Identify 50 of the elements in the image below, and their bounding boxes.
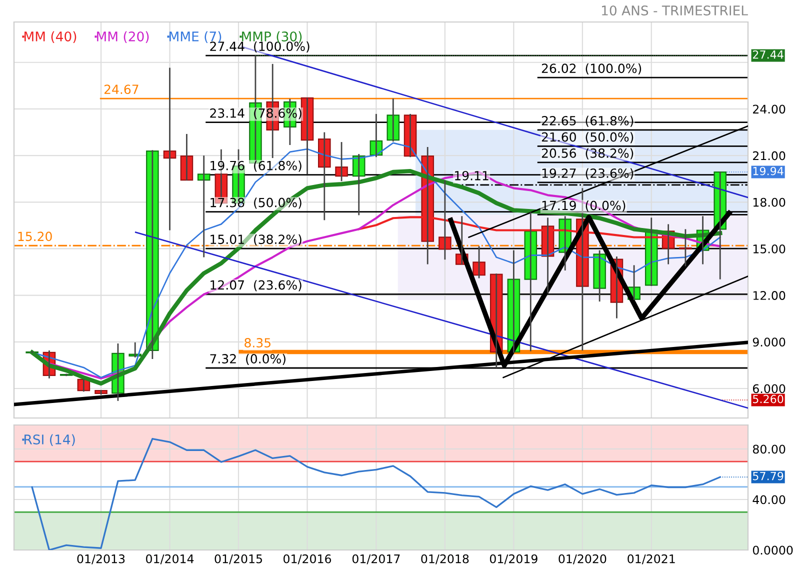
legend-label: MM (20) <box>97 31 149 43</box>
y-tick-label: 6.000 <box>752 384 786 394</box>
ref-line-label: 19.76 (61.8%) <box>210 160 302 172</box>
annotation: 19.94 <box>753 166 784 176</box>
ref-line-label: 23.14 (78.6%) <box>210 108 302 120</box>
x-tick-label: 01/2019 <box>490 554 538 564</box>
legend-label: MME (7) <box>170 31 222 43</box>
ref-line-label: 27.44 (100.0%) <box>210 41 310 53</box>
y-tick-label: 15.00 <box>753 244 786 254</box>
ref-line-label: 8.35 <box>244 338 270 348</box>
candlestick <box>472 246 486 279</box>
ref-line-label: 26.02 (100.0%) <box>542 63 642 75</box>
ref-line-label: 24.67 <box>104 84 138 94</box>
annotation: 5.260 <box>753 394 784 404</box>
x-tick-label: 01/2020 <box>558 554 606 564</box>
candlestick <box>679 228 692 267</box>
ref-line-label: 15.20 <box>18 232 52 242</box>
candlestick <box>197 154 210 258</box>
ref-line-label: 20.56 (38.2%) <box>542 148 634 160</box>
x-tick-label: 01/2021 <box>628 554 675 564</box>
y-tick-label: 18.00 <box>753 198 786 207</box>
x-tick-label: 01/2015 <box>214 554 262 564</box>
ref-line-label: 12.07 (23.6%) <box>210 280 302 292</box>
legend-label: RSI (14) <box>24 434 75 446</box>
y-tick-label: 9.000 <box>752 338 786 347</box>
y-tick-label: 21.00 <box>753 151 786 160</box>
x-tick-label: 01/2018 <box>421 554 469 564</box>
y-tick-label: 12.00 <box>753 291 786 300</box>
x-tick-label: 01/2013 <box>77 554 125 564</box>
ref-line-label: 19.11 <box>455 170 488 180</box>
candlestick <box>335 141 348 182</box>
chart-subtitle: 10 ANS - TRIMESTRIEL <box>602 6 748 16</box>
legend-label: MM (40) <box>24 31 76 43</box>
ref-line-label: 7.32 (0.0%) <box>210 354 286 365</box>
ref-line-label: 19.27 (23.6%) <box>542 168 634 180</box>
ref-line-label: 17.19 (0.0%) <box>542 200 626 212</box>
ref-line-label: 22.65 (61.8%) <box>542 116 634 127</box>
x-tick-label: 01/2016 <box>284 554 332 564</box>
y-tick-label: 80.00 <box>752 444 786 454</box>
legend-label: MMP (30) <box>242 31 302 43</box>
y-tick-label: 40.00 <box>752 495 786 504</box>
ref-line-label: 15.01 (38.2%) <box>210 234 302 246</box>
ref-line-label: 21.60 (50.0%) <box>542 132 634 144</box>
x-tick-label: 01/2014 <box>146 554 194 564</box>
y-tick-label: 0.0000 <box>752 546 793 555</box>
x-tick-label: 01/2017 <box>352 554 400 564</box>
annotation: 27.44 <box>752 50 784 59</box>
ref-line-label: 17.38 (50.0%) <box>210 198 302 209</box>
y-tick-label: 24.00 <box>753 104 786 114</box>
annotation: 57.79 <box>753 472 784 480</box>
